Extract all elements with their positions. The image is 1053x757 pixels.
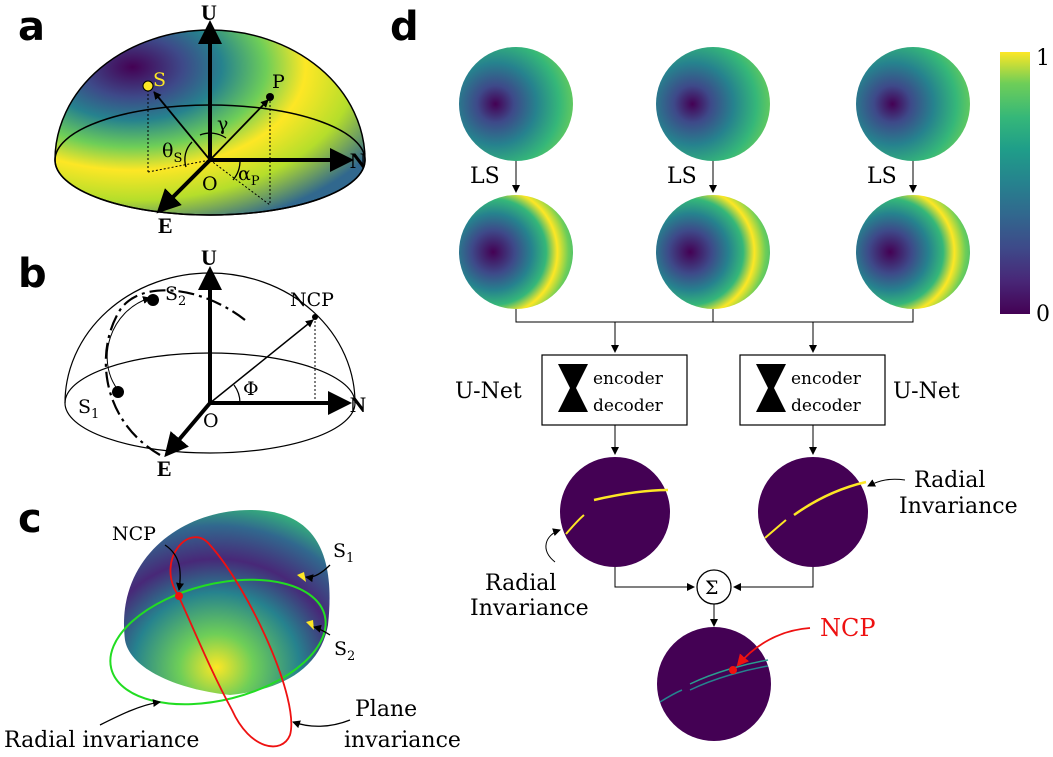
ncp-label-c: NCP [112, 523, 156, 545]
axis-e-label-b: E [157, 456, 172, 481]
s2-label-c: S2 [334, 638, 355, 664]
hourglass-icon [558, 364, 588, 412]
ncp-point-c [175, 592, 183, 600]
merge-connector [515, 309, 914, 323]
colorbar-min-label: 0 [1036, 302, 1050, 327]
encoder-label-1: encoder [593, 369, 664, 389]
unet-label-left: U-Net [455, 379, 522, 404]
ls-fit-images [459, 195, 970, 309]
panel-d-letter: d [390, 4, 419, 50]
origin-label-b: O [203, 410, 219, 432]
s1-point [112, 386, 124, 398]
unet-box-1: encoder decoder [541, 354, 688, 426]
plane-label-line2: invariance [344, 728, 461, 753]
gamma-label: γ [217, 113, 228, 135]
sun-motion-arrow [106, 296, 151, 391]
radial-invariance-label-c: Radial invariance [4, 728, 199, 753]
s2-point [147, 294, 159, 306]
sum-symbol: Σ [705, 577, 718, 599]
east-axis-a [156, 158, 212, 214]
pole-point [266, 93, 274, 101]
pole-label: P [272, 71, 285, 93]
panel-a-letter: a [18, 4, 45, 50]
ncp-point-d [729, 666, 737, 674]
colorbar-max-label: 1 [1036, 46, 1050, 71]
hourglass-icon [756, 364, 786, 412]
decoder-label-2: decoder [791, 396, 862, 416]
unet-output-2 [758, 457, 868, 567]
radial-invariance-circle [109, 578, 327, 706]
colorbar [1000, 52, 1030, 314]
axis-n-label-b: N [350, 392, 366, 417]
radial-invariance-label-d1-line2: Invariance [470, 596, 589, 621]
sun-path [104, 289, 246, 456]
ncp-point-b [312, 314, 318, 320]
radial-invariance-label-d2-line1: Radial [914, 468, 985, 493]
panel-b: b U N E O Φ NCP S1 S2 [18, 245, 366, 481]
plane-label-line1: Plane [355, 697, 417, 722]
axis-u-label: U [201, 0, 217, 25]
ncp-label-b: NCP [290, 289, 334, 311]
s1-mark-c [297, 572, 306, 582]
panel-d: d LS LS LS encoder decoder [390, 4, 1050, 741]
s2-label-b: S2 [165, 283, 186, 309]
ls-fit-image-2 [656, 195, 770, 309]
raw-sky-images [459, 47, 970, 161]
theta-label: θS [162, 140, 182, 166]
raw-sky-image-2 [656, 47, 770, 161]
panel-b-letter: b [18, 251, 47, 297]
origin-label: O [202, 173, 218, 195]
sun-vector [153, 91, 211, 161]
panel-c: c NCP S1 S2 Radial invariance Plane inva… [4, 496, 461, 753]
phi-arc [233, 384, 241, 404]
raw-sky-image-3 [856, 47, 970, 161]
phi-label: Φ [243, 378, 259, 400]
final-output [657, 627, 771, 741]
unet-output-1 [560, 457, 670, 567]
panel-a: a U N E O S P θS γ αP [18, 0, 366, 238]
radial-invariance-label-d1-line1: Radial [485, 571, 556, 596]
encoder-label-2: encoder [791, 369, 862, 389]
plane-invariance-circle [169, 536, 293, 748]
ls-label-3: LS [867, 164, 897, 189]
panel-c-letter: c [18, 496, 42, 542]
ls-label-1: LS [470, 164, 500, 189]
axis-u-label-b: U [201, 245, 217, 270]
ncp-vector [209, 319, 314, 404]
decoder-label-1: decoder [593, 396, 664, 416]
s1-label-c: S1 [333, 540, 354, 566]
east-axis-b [164, 401, 212, 458]
ls-fit-image-3 [856, 195, 970, 309]
raw-sky-image-1 [459, 47, 573, 161]
unet-label-right: U-Net [893, 379, 960, 404]
sun-point [142, 80, 154, 92]
sun-label: S [153, 69, 166, 91]
ls-label-2: LS [667, 164, 697, 189]
alpha-arc [232, 159, 241, 181]
axis-n-label: N [350, 148, 366, 173]
theta-arc [184, 141, 193, 168]
ls-fit-image-1 [459, 195, 573, 309]
s2-mark-c [306, 620, 314, 630]
ncp-label-d: NCP [820, 614, 876, 642]
pole-vector [209, 99, 269, 161]
gamma-arc [199, 132, 227, 139]
axis-e-label: E [158, 213, 173, 238]
alpha-label: αP [238, 163, 260, 189]
unet-box-2: encoder decoder [739, 354, 886, 426]
radial-invariance-label-d2-line2: Invariance [899, 494, 1018, 519]
s1-label-b: S1 [78, 396, 99, 422]
